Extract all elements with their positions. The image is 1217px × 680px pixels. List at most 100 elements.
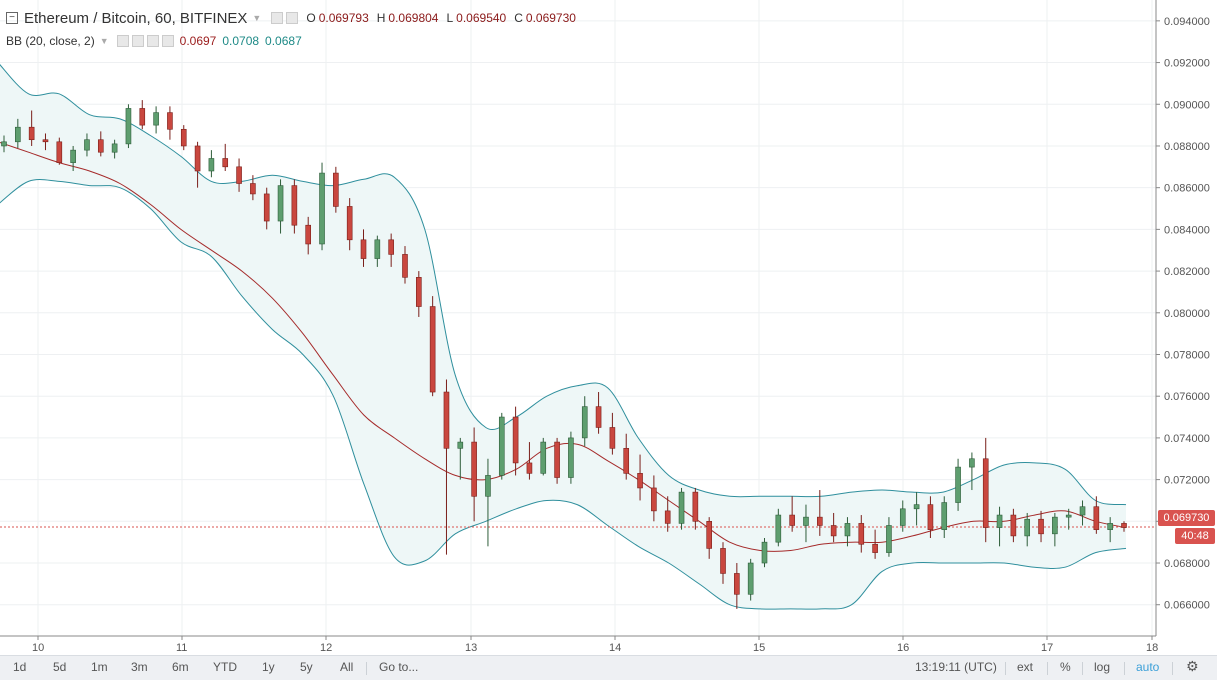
low-label: L <box>446 11 454 25</box>
close-value: 0.069730 <box>525 11 576 25</box>
go-to-button[interactable]: Go to... <box>379 660 419 674</box>
indicator-legend: BB (20, close, 2) ▼ 0.0697 0.0708 0.0687 <box>6 33 302 49</box>
candle-body <box>927 504 934 530</box>
candle-body <box>56 141 63 163</box>
auto-toggle[interactable]: auto <box>1136 660 1160 674</box>
high-label: H <box>376 11 386 25</box>
candle-body <box>28 126 35 141</box>
symbol-title[interactable]: Ethereum / Bitcoin, 60, BITFINEX <box>24 9 248 27</box>
chevron-down-icon[interactable]: ▼ <box>252 13 262 23</box>
bar-countdown-tag: 40:48 <box>1175 528 1215 544</box>
candle-body <box>263 193 270 222</box>
low-value: 0.069540 <box>456 11 507 25</box>
ext-toggle[interactable]: ext <box>1017 660 1034 674</box>
candle-body <box>111 143 118 153</box>
price-tick-label: 0.078000 <box>1164 349 1210 361</box>
price-tick-label: 0.092000 <box>1164 58 1210 70</box>
candle-body <box>526 462 533 474</box>
bollinger-upper-line <box>0 64 1127 506</box>
close-icon[interactable] <box>161 35 174 47</box>
candle-body <box>651 487 657 512</box>
candle-body <box>374 239 381 259</box>
candle-body <box>97 139 104 153</box>
candle-body <box>277 185 284 222</box>
range-all-button[interactable]: All <box>340 660 354 674</box>
candle-body <box>941 502 948 530</box>
candle-body <box>139 108 146 126</box>
candle-body <box>1 141 7 147</box>
range-5d-button[interactable]: 5d <box>53 660 67 674</box>
candle-body <box>333 172 339 207</box>
time-tick-label: 15 <box>753 642 765 654</box>
candle-body <box>1010 514 1017 537</box>
range-6m-button[interactable]: 6m <box>172 660 189 674</box>
price-tick-label: 0.086000 <box>1164 183 1210 195</box>
indicator-name[interactable]: BB (20, close, 2) <box>6 34 95 48</box>
candle-body <box>222 158 229 168</box>
range-1m-button[interactable]: 1m <box>91 660 108 674</box>
high-value: 0.069804 <box>388 11 439 25</box>
log-toggle[interactable]: log <box>1094 660 1111 674</box>
toolbar-divider <box>1047 662 1048 675</box>
settings-mini-icon[interactable] <box>286 12 299 24</box>
price-tick-label: 0.080000 <box>1164 308 1210 320</box>
candle-body <box>568 437 574 478</box>
candle-body <box>761 541 768 564</box>
time-tick-label: 11 <box>176 642 187 654</box>
candle-body <box>637 473 643 489</box>
range-1d-button[interactable]: 1d <box>13 660 27 674</box>
candle-body <box>1065 514 1072 518</box>
range-5y-button[interactable]: 5y <box>300 660 313 674</box>
candle-body <box>886 525 892 553</box>
time-tick-label: 13 <box>465 642 477 654</box>
price-tick-label: 0.084000 <box>1164 224 1210 236</box>
eye-icon[interactable] <box>116 35 129 47</box>
candle-body <box>581 406 588 439</box>
settings-mini-icon[interactable] <box>131 35 144 47</box>
gear-icon[interactable]: ⚙ <box>1186 658 1199 674</box>
candle-body <box>1052 516 1058 535</box>
candle-body <box>471 441 477 497</box>
bollinger-bands <box>0 64 1156 610</box>
open-value: 0.069793 <box>318 11 369 25</box>
bottom-toolbar: 1d 5d 1m 3m 6m YTD 1y 5y All Go to... 13… <box>0 655 1217 680</box>
price-tick-label: 0.094000 <box>1164 16 1210 28</box>
source-icon[interactable] <box>146 35 159 47</box>
utc-clock[interactable]: 13:19:11 (UTC) <box>915 660 997 674</box>
price-tick-label: 0.072000 <box>1164 475 1210 487</box>
price-tick-label: 0.066000 <box>1164 600 1210 612</box>
candle-body <box>844 523 851 537</box>
candle-body <box>775 514 782 543</box>
bb-basis-value: 0.0697 <box>179 34 217 48</box>
collapse-legend-icon[interactable]: − <box>6 12 18 24</box>
candle-body <box>457 441 464 449</box>
chevron-down-icon[interactable]: ▼ <box>99 36 109 46</box>
candle-body <box>1107 523 1113 530</box>
candle-body <box>15 126 21 143</box>
range-1y-button[interactable]: 1y <box>262 660 275 674</box>
bb-lower-value: 0.0687 <box>265 34 302 48</box>
percent-toggle[interactable]: % <box>1060 660 1071 674</box>
toolbar-divider <box>1082 662 1083 675</box>
candle-body <box>595 406 602 428</box>
candle-body <box>678 491 685 524</box>
candle-body <box>485 475 491 497</box>
time-tick-label: 16 <box>897 642 909 654</box>
time-tick-label: 10 <box>32 642 44 654</box>
candle-body <box>830 525 837 537</box>
bollinger-lower-line <box>0 179 1127 610</box>
range-3m-button[interactable]: 3m <box>131 660 148 674</box>
close-label: C <box>514 11 523 25</box>
eye-icon[interactable] <box>271 12 284 24</box>
candle-body <box>789 514 795 526</box>
candle-body <box>747 562 754 595</box>
candle-body <box>125 108 132 145</box>
price-tick-label: 0.076000 <box>1164 391 1210 403</box>
range-ytd-button[interactable]: YTD <box>213 660 237 674</box>
candle-body <box>498 416 505 476</box>
candle-body <box>609 427 616 449</box>
candle-body <box>291 185 298 226</box>
candle-body <box>734 573 740 595</box>
candle-body <box>443 391 450 449</box>
